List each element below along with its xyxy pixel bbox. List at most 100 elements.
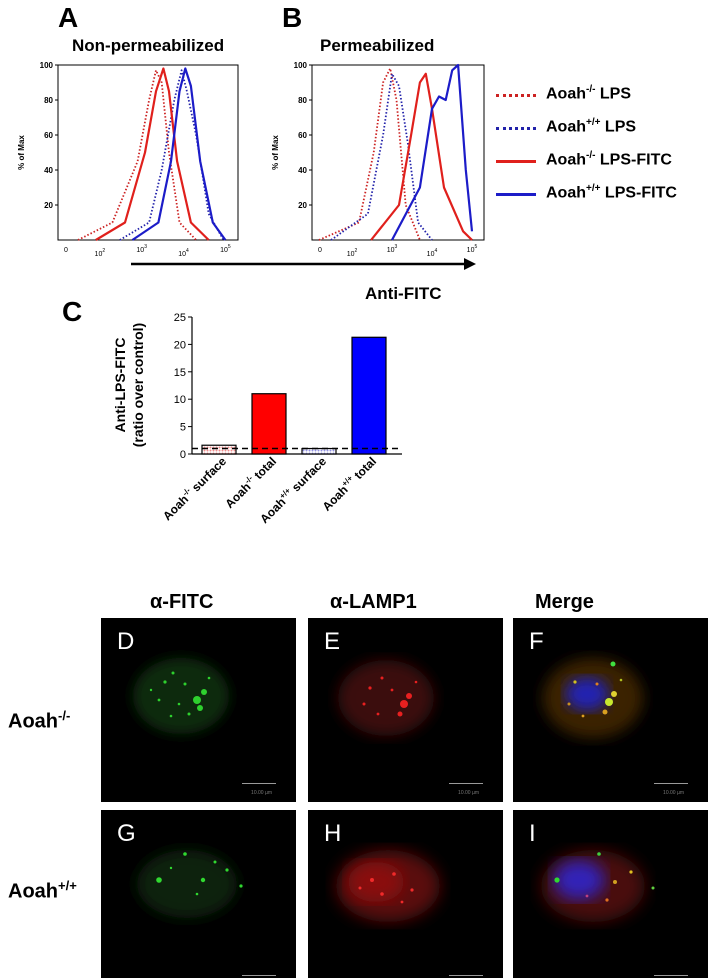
bar-2 [301,447,337,455]
micrograph-g-image [137,850,243,918]
scale-bar-e [449,783,483,784]
bar-y-label-line1: Anti-LPS-FITC [112,338,128,433]
shared-x-axis [131,258,476,270]
micrograph-d-letter: D [117,628,135,655]
bar-y-tick-label: 10 [174,394,186,406]
legend-swatch [496,127,536,130]
histogram-panels: % of Max 100 80 60 40 20 0 102 103 104 105 % of Ma… [17,61,485,270]
panel-letter-a: A [58,2,79,33]
hist-a-y-tick-label: 60 [44,131,53,140]
hist-a-x-tick-label: 102 [95,248,106,258]
scale-bar-i [654,975,688,976]
legend-label: Aoah-/- LPS [546,84,632,103]
micrograph-e-image [338,660,434,736]
bar-category-label: Aoah-/- surface [159,453,229,523]
row-label-wildtype: Aoah+/+ [8,878,77,903]
panel-letter-b: B [282,2,303,33]
hist-b-y-tick-label: 80 [298,96,307,105]
panel-a-title: Non-permeabilized [72,36,225,55]
legend-swatch [496,94,536,97]
scale-bar-f [654,783,688,784]
shared-x-axis-arrowhead [464,258,476,270]
panel-letter-c: C [62,296,83,327]
hist-b-frame [311,64,485,241]
histogram-b: % of Max 100 80 60 40 20 0 102 103 104 105 [271,61,485,258]
hist-b-y-tick-label: 40 [298,166,307,175]
hist-b-series-3 [391,63,474,241]
hist-a-y-label: % of Max [17,135,26,170]
legend-swatch [496,193,536,196]
micrograph-d: D 10.00 µm [101,618,296,802]
scale-bar-g [242,975,276,976]
hist-a-x-tick-label: 105 [220,244,231,254]
micrograph-f-image [543,658,643,738]
hist-a-x-tick-label: 103 [136,244,147,254]
hist-b-series-2 [370,72,473,241]
micrograph-d-image [133,658,229,734]
hist-a-series-2 [95,67,210,241]
micrograph-h-letter: H [324,820,342,847]
bar-y-tick-label: 5 [180,422,186,434]
hist-a-y-tick-label: 100 [40,61,54,70]
scale-bar-text-e: 10.00 µm [458,790,479,796]
bar-category-label: Aoah+/+ total [319,454,379,514]
hist-b-y-tick-label: 60 [298,131,307,140]
hist-b-x-tick-label: 104 [427,248,438,258]
bar-y-label-line2: (ratio over control) [130,323,146,447]
histogram-a: % of Max 100 80 60 40 20 0 102 103 104 105 [17,61,239,258]
scale-bar-text-d: 10.00 µm [251,790,272,796]
bar-1 [251,393,287,455]
hist-b-x-tick-label: 0 [318,247,322,254]
bar-3 [351,336,387,455]
hist-b-x-tick-label: 105 [467,244,478,254]
bar-y-tick-label: 20 [174,339,186,351]
shared-x-label: Anti-FITC [365,284,442,303]
hist-a-x-tick-label: 104 [178,248,189,258]
micrograph-f-letter: F [529,628,544,655]
hist-a-y-tick-label: 80 [44,96,53,105]
hist-a-frame [57,64,239,241]
legend-label: Aoah+/+ LPS-FITC [546,183,677,202]
hist-a-series-0 [77,69,197,241]
hist-a-y-tick-label: 40 [44,166,53,175]
micrograph-i-image [541,850,655,922]
hist-b-series-0 [318,67,421,241]
legend-swatch [496,160,536,163]
micrograph-e: E 10.00 µm [308,618,503,802]
row-label-knockout: Aoah-/- [8,708,71,733]
hist-b-y-label: % of Max [271,135,280,170]
legend-label: Aoah-/- LPS-FITC [546,150,672,169]
panel-b-title: Permeabilized [320,36,435,55]
micrograph-h: H 10.00 µm [308,810,503,978]
micrograph-g-letter: G [117,820,136,847]
hist-a-x-tick-label: 0 [64,247,68,254]
scale-bar-h [449,975,483,976]
micrograph-i-letter: I [529,820,536,847]
hist-b-series-1 [330,72,433,241]
column-title-fitc: α-FITC [150,591,214,613]
micrograph-f: F 10.00 µm [513,618,708,802]
micrograph-i: I 10.00 µm [513,810,708,978]
bar-0 [201,444,237,455]
hist-a-y-tick-label: 20 [44,201,53,210]
hist-b-x-tick-label: 102 [347,248,358,258]
scale-bar-text-f: 10.00 µm [663,790,684,796]
legend: Aoah-/- LPS Aoah+/+ LPS Aoah-/- LPS-FITC Ao… [496,84,711,224]
hist-b-x-tick-label: 103 [387,244,398,254]
hist-a-series-3 [131,67,227,241]
column-title-merge: Merge [535,591,594,613]
micrograph-h-image [336,850,440,922]
bar-y-tick-label: 15 [174,367,186,379]
bar-y-label: Anti-LPS-FITC (ratio over control) [107,320,151,450]
column-title-lamp1: α-LAMP1 [330,591,417,613]
hist-b-y-tick-label: 100 [294,61,308,70]
legend-label: Aoah+/+ LPS [546,117,637,136]
micrograph-e-letter: E [324,628,341,655]
bar-y-tick-label: 25 [174,312,186,324]
hist-b-y-tick-label: 20 [298,201,307,210]
micrograph-g: G 10.00 µm [101,810,296,978]
bar-y-tick-label: 0 [180,449,186,461]
scale-bar-d [242,783,276,784]
